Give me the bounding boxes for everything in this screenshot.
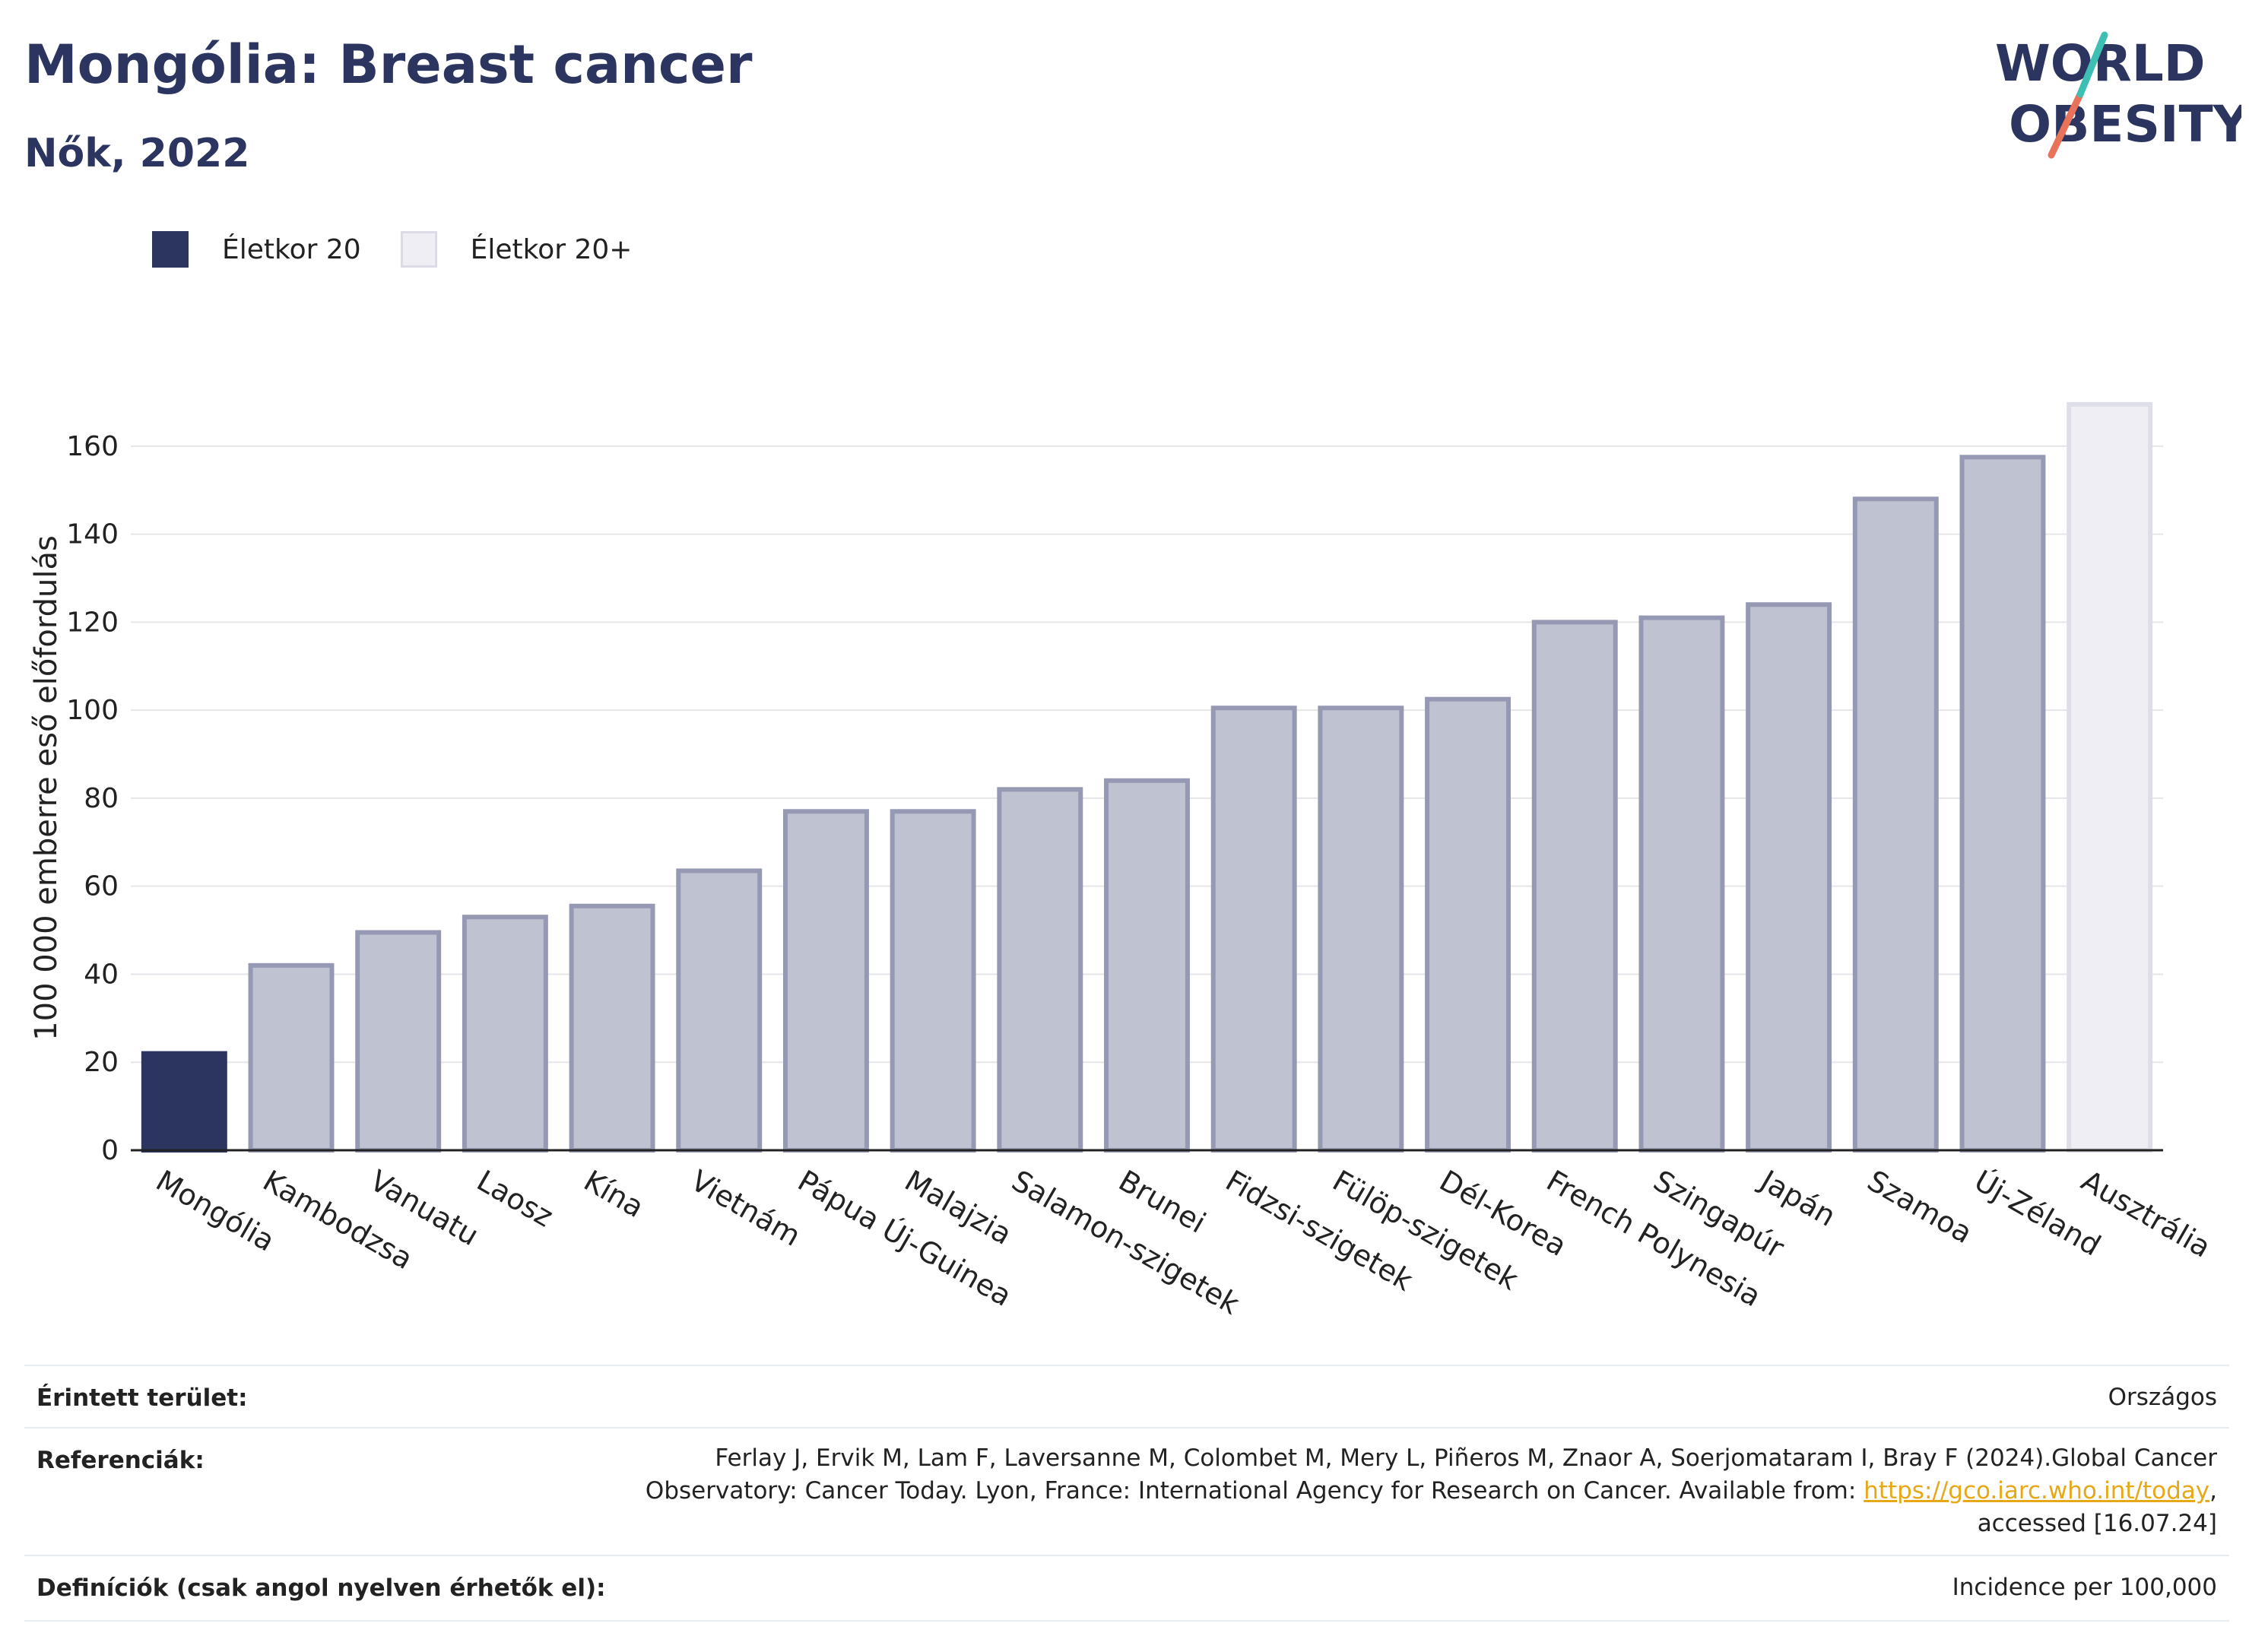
page-subtitle: Nők, 2022 xyxy=(24,131,250,176)
legend-item-age-20-plus[interactable]: Életkor 20+ xyxy=(400,231,633,268)
legend: Életkor 20 Életkor 20+ xyxy=(152,228,671,271)
reference-line-2: Observatory: Cancer Today. Lyon, France:… xyxy=(646,1475,2217,1508)
reference-line-2-text: Observatory: Cancer Today. Lyon, France:… xyxy=(645,1477,1864,1505)
area-value: Országos xyxy=(2108,1384,2217,1411)
y-tick-label: 120 xyxy=(66,607,119,638)
area-label: Érintett terület: xyxy=(36,1384,248,1412)
bar xyxy=(782,809,869,1153)
bar xyxy=(141,1051,227,1153)
reference-line-1: Ferlay J, Ervik M, Lam F, Laversanne M, … xyxy=(715,1444,2217,1472)
x-tick-label: Kína xyxy=(579,1164,650,1225)
bar xyxy=(1531,620,1618,1153)
bar xyxy=(1746,602,1832,1153)
bar xyxy=(248,962,335,1153)
x-tick-label: Szamoa xyxy=(1862,1164,1978,1251)
reference-line-2-tail: , xyxy=(2209,1477,2217,1505)
logo-slash-teal xyxy=(2076,31,2108,98)
y-tick-label: 0 xyxy=(101,1135,119,1166)
x-tick-label: Fülöp-szigetek xyxy=(1327,1164,1524,1297)
y-tick-label: 140 xyxy=(66,519,119,550)
reference-link[interactable]: https://gco.iarc.who.int/today xyxy=(1864,1477,2210,1505)
y-tick-label: 20 xyxy=(84,1047,119,1078)
legend-swatch-light xyxy=(400,231,437,268)
definitions-value: Incidence per 100,000 xyxy=(1952,1574,2217,1601)
bar xyxy=(1210,706,1297,1153)
bar xyxy=(676,868,763,1153)
references-value: Ferlay J, Ervik M, Lam F, Laversanne M, … xyxy=(646,1442,2217,1540)
legend-label: Életkor 20 xyxy=(222,233,361,265)
info-row-references: Referenciák: Ferlay J, Ervik M, Lam F, L… xyxy=(24,1427,2229,1556)
info-table: Érintett terület: Országos Referenciák: … xyxy=(24,1365,2229,1623)
bar xyxy=(355,930,442,1153)
legend-swatch-dark xyxy=(152,231,189,268)
bar xyxy=(462,915,548,1153)
bar xyxy=(1959,455,2046,1153)
legend-item-age-20[interactable]: Életkor 20 xyxy=(152,231,361,268)
x-tick-label: Mongólia xyxy=(151,1164,281,1258)
logo-word-obesity: OBESITY xyxy=(2009,95,2241,154)
x-tick-label: Fidzsi-szigetek xyxy=(1220,1164,1419,1298)
bar xyxy=(1104,778,1190,1153)
y-axis-label: 100 000 emberre eső előfordulás xyxy=(29,535,64,1041)
bar xyxy=(2067,401,2153,1153)
bar-chart: 020406080100120140160MongóliaKambodzsaVa… xyxy=(29,401,2216,1321)
bar xyxy=(569,903,655,1153)
world-obesity-logo: WORLD OBESITY xyxy=(1995,31,2241,159)
bar xyxy=(1425,696,1511,1153)
bar xyxy=(997,787,1083,1153)
logo-slash-orange xyxy=(2048,90,2084,159)
y-tick-label: 80 xyxy=(84,783,119,814)
page-title: Mongólia: Breast cancer xyxy=(24,33,753,96)
info-row-area: Érintett terület: Országos xyxy=(24,1365,2229,1428)
legend-label: Életkor 20+ xyxy=(470,233,633,265)
info-row-definitions: Definíciók (csak angol nyelven érhetők e… xyxy=(24,1555,2229,1622)
references-label: Referenciák: xyxy=(36,1447,205,1474)
x-tick-label: Vietnám xyxy=(685,1164,806,1253)
y-tick-label: 40 xyxy=(84,959,119,990)
bar xyxy=(1318,706,1404,1153)
y-tick-label: 60 xyxy=(84,871,119,902)
y-tick-label: 100 xyxy=(66,695,119,726)
bar xyxy=(890,809,976,1153)
reference-line-3: accessed [16.07.24] xyxy=(1977,1510,2217,1537)
y-tick-label: 160 xyxy=(66,431,119,462)
definitions-label: Definíciók (csak angol nyelven érhetők e… xyxy=(36,1574,606,1602)
bar xyxy=(1852,496,1939,1153)
bar xyxy=(1638,615,1725,1153)
